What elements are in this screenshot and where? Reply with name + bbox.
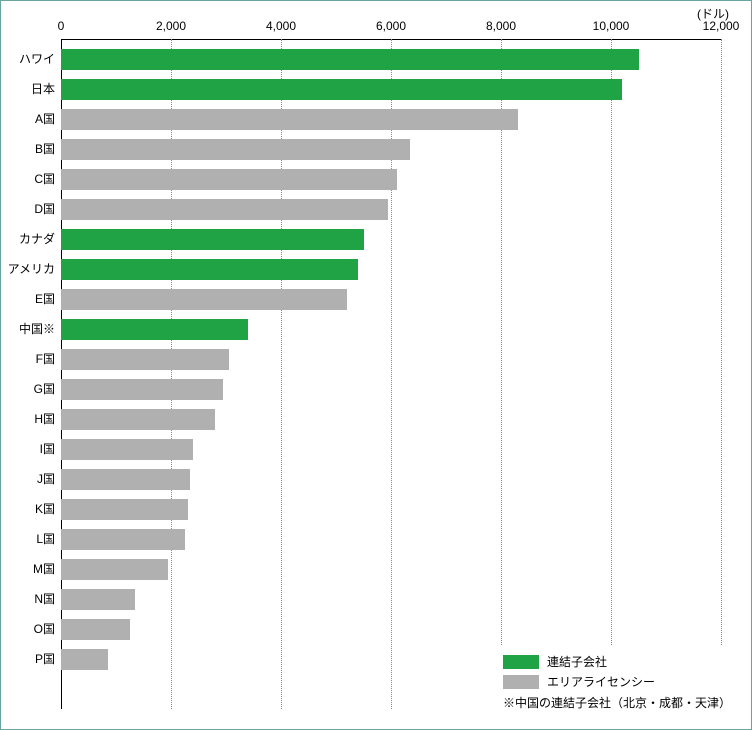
bar — [61, 199, 388, 220]
bar — [61, 589, 135, 610]
bar-row: 日本 — [61, 79, 721, 100]
bar — [61, 409, 215, 430]
bar-row: L国 — [61, 529, 721, 550]
bar — [61, 649, 108, 670]
bar-row: O国 — [61, 619, 721, 640]
bar — [61, 559, 168, 580]
plot-area: ハワイ日本 A国 B国 C国 D国カナダアメリカ E国中国※ F国 G国 H国 I国 J国 K国 L国 M… — [61, 39, 721, 709]
bar-row: I国 — [61, 439, 721, 460]
legend: 連結子会社エリアライセンシー ※中国の連結子会社（北京・成都・天津） — [497, 646, 737, 715]
bar — [61, 289, 347, 310]
legend-label: 連結子会社 — [547, 653, 607, 670]
category-label: P国 — [35, 649, 55, 670]
bar-row: J国 — [61, 469, 721, 490]
bar-row: カナダ — [61, 229, 721, 250]
bar — [61, 439, 193, 460]
bar-row: M国 — [61, 559, 721, 580]
x-tick-label: 2,000 — [156, 19, 186, 33]
bar — [61, 49, 639, 70]
x-tick-label: 10,000 — [593, 19, 630, 33]
bar-row: K国 — [61, 499, 721, 520]
category-label: F国 — [36, 349, 55, 370]
bar-row: ハワイ — [61, 49, 721, 70]
x-tick-label: 6,000 — [376, 19, 406, 33]
category-label: E国 — [35, 289, 55, 310]
category-label: カナダ — [19, 229, 55, 250]
bar — [61, 259, 358, 280]
bar-row: H国 — [61, 409, 721, 430]
bar-row: アメリカ — [61, 259, 721, 280]
category-label: H国 — [34, 409, 55, 430]
bar — [61, 499, 188, 520]
bar-row: 中国※ — [61, 319, 721, 340]
x-axis-ticks: 02,0004,0006,0008,00010,00012,000 — [61, 19, 721, 39]
gridline — [721, 39, 722, 709]
category-label: C国 — [34, 169, 55, 190]
bar-row: C国 — [61, 169, 721, 190]
bar-row: G国 — [61, 379, 721, 400]
x-tick-label: 8,000 — [486, 19, 516, 33]
category-label: 中国※ — [19, 319, 55, 340]
x-tick-label: 12,000 — [703, 19, 740, 33]
legend-swatch — [503, 675, 539, 689]
bar-row: E国 — [61, 289, 721, 310]
legend-label: エリアライセンシー — [547, 673, 655, 690]
x-tick-label: 0 — [58, 19, 65, 33]
legend-footnote: ※中国の連結子会社（北京・成都・天津） — [503, 694, 731, 711]
x-tick-label: 4,000 — [266, 19, 296, 33]
category-label: N国 — [34, 589, 55, 610]
category-label: ハワイ — [19, 49, 55, 70]
category-label: A国 — [35, 109, 55, 130]
category-label: J国 — [37, 469, 55, 490]
bar — [61, 469, 190, 490]
category-label: I国 — [40, 439, 55, 460]
category-label: G国 — [34, 379, 55, 400]
bar-row: N国 — [61, 589, 721, 610]
bar — [61, 169, 397, 190]
category-label: アメリカ — [8, 259, 55, 280]
bar — [61, 379, 223, 400]
category-label: 日本 — [31, 79, 55, 100]
category-label: O国 — [34, 619, 55, 640]
bar — [61, 529, 185, 550]
bar-row: F国 — [61, 349, 721, 370]
bar — [61, 109, 518, 130]
bar-row: D国 — [61, 199, 721, 220]
category-label: L国 — [36, 529, 55, 550]
bar — [61, 79, 622, 100]
bar — [61, 349, 229, 370]
bar-row: A国 — [61, 109, 721, 130]
category-label: D国 — [34, 199, 55, 220]
legend-item: 連結子会社 — [503, 653, 731, 670]
bar-chart: (ドル) 02,0004,0006,0008,00010,00012,000 ハ… — [0, 0, 752, 730]
legend-swatch — [503, 655, 539, 669]
category-label: K国 — [35, 499, 55, 520]
legend-item: エリアライセンシー — [503, 673, 731, 690]
bar — [61, 319, 248, 340]
category-label: M国 — [33, 559, 55, 580]
category-label: B国 — [35, 139, 55, 160]
bar — [61, 229, 364, 250]
bar — [61, 619, 130, 640]
bar — [61, 139, 410, 160]
bar-row: B国 — [61, 139, 721, 160]
